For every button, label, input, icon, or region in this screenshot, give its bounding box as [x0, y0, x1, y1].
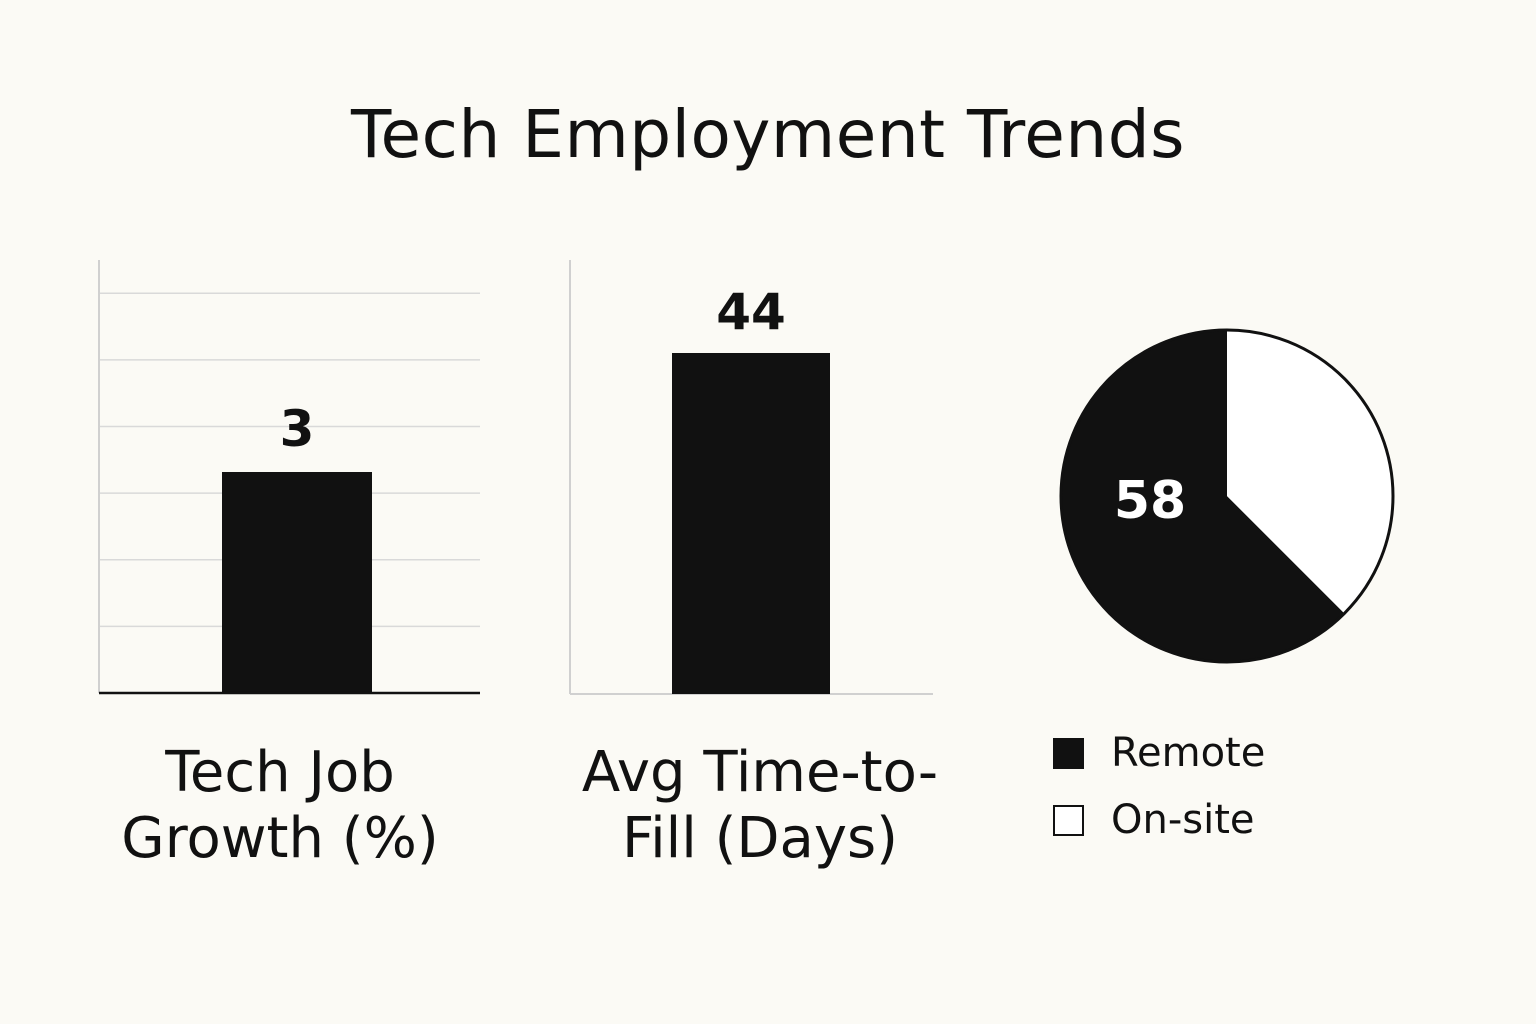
work-location-pie: 58	[1059, 328, 1395, 664]
time-to-fill-value-label: 44	[716, 283, 786, 341]
legend-label-remote: Remote	[1111, 730, 1266, 776]
page-title: Tech Employment Trends	[350, 96, 1186, 173]
job-growth-category-label: Tech Job Growth (%)	[80, 740, 480, 872]
legend-item-remote: Remote	[1053, 730, 1265, 776]
pie-slice-onsite	[1227, 330, 1393, 614]
pie-center-label: 58	[1114, 471, 1186, 531]
job-growth-label-line-2: Growth (%)	[121, 806, 439, 871]
legend-swatch-remote	[1053, 737, 1084, 769]
job-growth-value-label: 3	[280, 400, 315, 458]
time-to-fill-category-label: Avg Time-to- Fill (Days)	[560, 740, 960, 872]
job-growth-bar	[222, 472, 372, 693]
time-to-fill-bar	[672, 353, 830, 694]
job-growth-chart: 3	[98, 260, 480, 695]
legend-item-onsite: On-site	[1053, 797, 1255, 843]
pie-slice-remote	[1060, 330, 1345, 662]
time-to-fill-label-line-1: Avg Time-to-	[581, 740, 939, 805]
job-growth-label-line-1: Tech Job	[165, 740, 395, 805]
time-to-fill-chart: 44	[569, 260, 933, 695]
pie-outline	[1059, 328, 1395, 664]
legend-label-onsite: On-site	[1111, 797, 1255, 843]
time-to-fill-label-line-2: Fill (Days)	[621, 806, 899, 871]
legend-swatch-onsite	[1053, 804, 1084, 836]
